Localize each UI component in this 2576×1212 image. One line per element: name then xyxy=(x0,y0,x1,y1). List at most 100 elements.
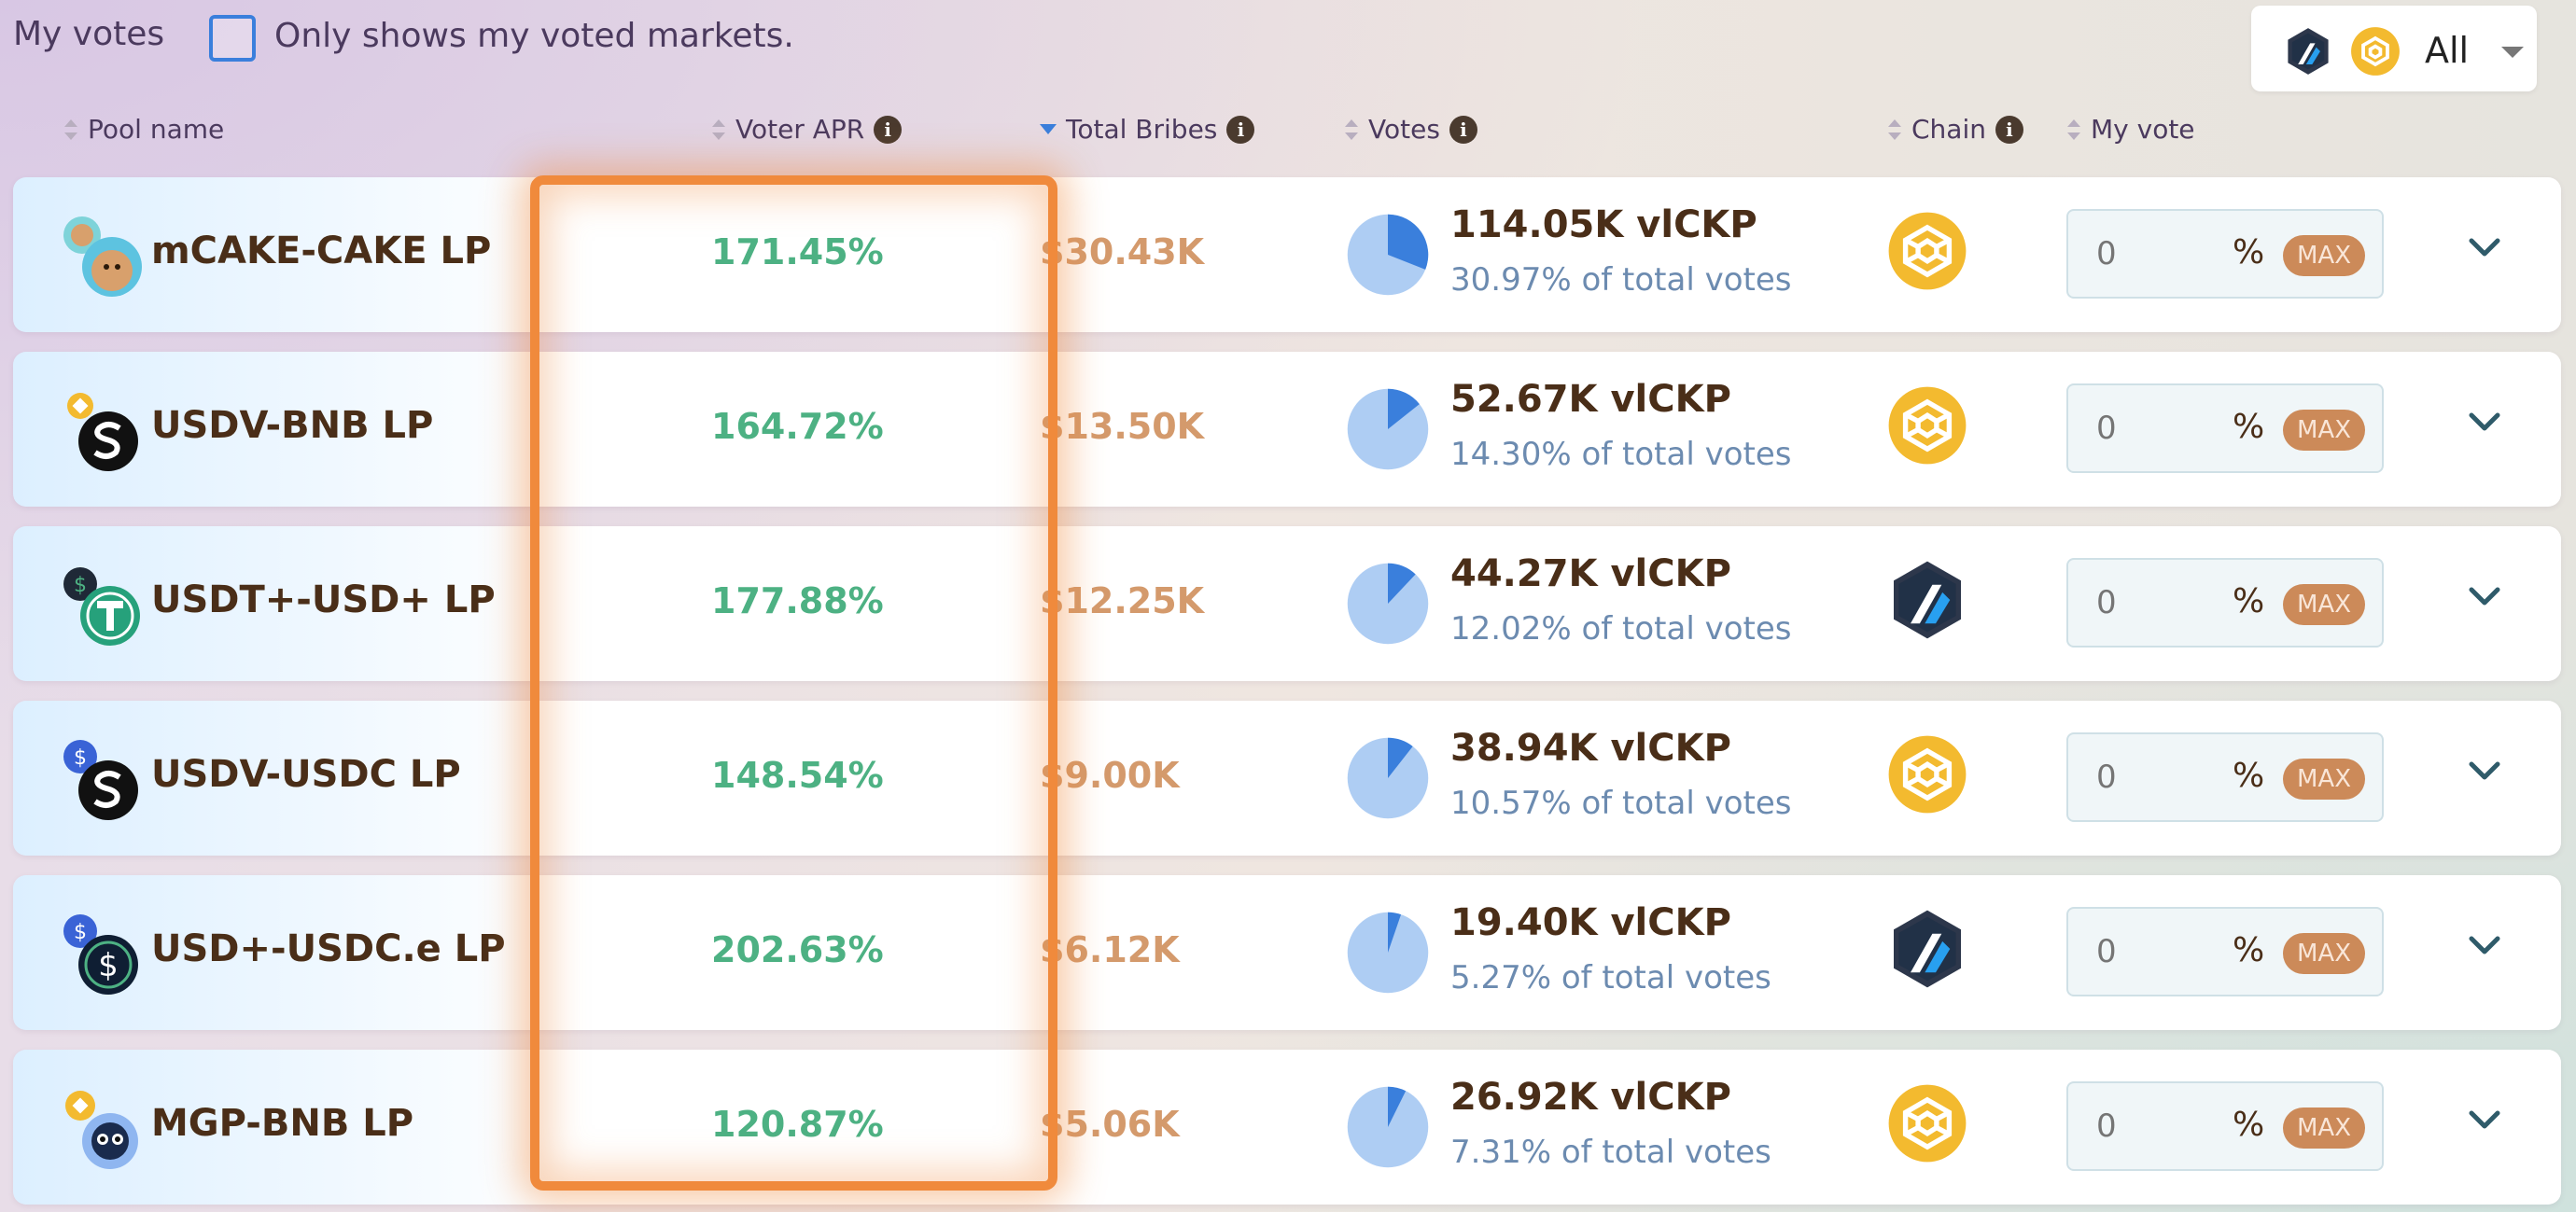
table-row[interactable]: USDV-BNB LP 164.72% $13.50K 52.67K vlCKP… xyxy=(13,352,2561,507)
info-icon[interactable]: i xyxy=(874,115,903,144)
sort-icon xyxy=(711,118,726,142)
pool-token-icon xyxy=(63,216,142,297)
total-bribes-value: $12.25K xyxy=(1040,580,1205,621)
pool-token-icon: $ $ xyxy=(63,914,138,995)
filter-bar: My votes Only shows my voted markets. Al… xyxy=(0,0,2576,103)
votes-share-text: 14.30% of total votes xyxy=(1450,436,1792,473)
table-header: Pool name Voter APR i Total Bribes i Vot… xyxy=(0,110,2576,151)
arbitrum-icon xyxy=(2288,28,2329,75)
svg-text:$: $ xyxy=(74,746,87,770)
column-label: Votes xyxy=(1368,114,1440,145)
column-header-chain[interactable]: Chain i xyxy=(1887,114,2023,145)
column-header-my-vote[interactable]: My vote xyxy=(2066,114,2195,145)
my-vote-input[interactable] xyxy=(2096,584,2190,621)
bnb-icon xyxy=(1888,386,1967,465)
my-vote-field: % MAX xyxy=(2066,907,2384,996)
votes-value: 26.92K vlCKP xyxy=(1450,1076,1731,1119)
votes-value: 114.05K vlCKP xyxy=(1450,203,1757,246)
column-header-total-bribes[interactable]: Total Bribes i xyxy=(1040,114,1255,145)
pool-token-icon: $ xyxy=(63,567,140,646)
info-icon[interactable]: i xyxy=(1226,115,1255,144)
svg-text:$: $ xyxy=(74,574,87,597)
column-label: Total Bribes xyxy=(1066,114,1218,145)
sort-desc-icon xyxy=(1040,124,1057,134)
max-button[interactable]: MAX xyxy=(2283,410,2365,451)
votes-share-text: 12.02% of total votes xyxy=(1450,610,1792,648)
my-vote-input[interactable] xyxy=(2096,1108,2190,1145)
my-vote-field: % MAX xyxy=(2066,383,2384,473)
table-row[interactable]: $ USDT+-USD+ LP 177.88% $12.25K 44.27K v… xyxy=(13,526,2561,681)
column-label: Chain xyxy=(1911,114,1986,145)
chevron-down-icon[interactable] xyxy=(2464,228,2505,269)
sort-icon xyxy=(1887,118,1902,142)
percent-sign: % xyxy=(2233,757,2265,795)
voter-apr-value: 120.87% xyxy=(711,1104,884,1145)
vote-share-pie-icon xyxy=(1347,1086,1429,1168)
voter-apr-value: 148.54% xyxy=(711,755,884,796)
bnb-icon xyxy=(1888,1084,1967,1163)
pool-name: USDV-USDC LP xyxy=(151,753,461,796)
pool-name: USDV-BNB LP xyxy=(151,404,434,447)
votes-share-text: 10.57% of total votes xyxy=(1450,785,1792,822)
info-icon[interactable]: i xyxy=(1449,115,1477,144)
my-vote-field: % MAX xyxy=(2066,558,2384,648)
chevron-down-icon xyxy=(2501,47,2524,58)
voter-apr-value: 164.72% xyxy=(711,406,884,447)
votes-share-text: 5.27% of total votes xyxy=(1450,959,1771,996)
chevron-down-icon[interactable] xyxy=(2464,577,2505,618)
column-header-voter-apr[interactable]: Voter APR i xyxy=(711,114,903,145)
table-row[interactable]: $ USDV-USDC LP 148.54% $9.00K 38.94K vlC… xyxy=(13,701,2561,856)
votes-value: 19.40K vlCKP xyxy=(1450,901,1731,944)
voter-apr-value: 202.63% xyxy=(711,929,884,970)
pool-name: USDT+-USD+ LP xyxy=(151,578,496,621)
column-label: Pool name xyxy=(88,114,225,145)
chevron-down-icon[interactable] xyxy=(2464,402,2505,443)
max-button[interactable]: MAX xyxy=(2283,759,2365,800)
votes-share-text: 7.31% of total votes xyxy=(1450,1134,1771,1171)
table-row[interactable]: $ $ USD+-USDC.e LP 202.63% $6.12K 19.40K… xyxy=(13,875,2561,1030)
my-vote-input[interactable] xyxy=(2096,410,2190,447)
max-button[interactable]: MAX xyxy=(2283,933,2365,974)
table-row[interactable]: MGP-BNB LP 120.87% $5.06K 26.92K vlCKP 7… xyxy=(13,1050,2561,1205)
chain-filter-select[interactable]: All xyxy=(2251,6,2537,91)
max-button[interactable]: MAX xyxy=(2283,584,2365,625)
table-row[interactable]: mCAKE-CAKE LP 171.45% $30.43K 114.05K vl… xyxy=(13,177,2561,332)
vote-share-pie-icon xyxy=(1347,214,1429,296)
my-voted-markets-label[interactable]: Only shows my voted markets. xyxy=(274,17,794,55)
voter-apr-value: 177.88% xyxy=(711,580,884,621)
my-vote-input[interactable] xyxy=(2096,235,2190,272)
bnb-icon xyxy=(2351,27,2400,76)
column-header-pool-name[interactable]: Pool name xyxy=(63,114,224,145)
pool-name: mCAKE-CAKE LP xyxy=(151,230,492,272)
chevron-down-icon[interactable] xyxy=(2464,1100,2505,1141)
percent-sign: % xyxy=(2233,582,2265,620)
percent-sign: % xyxy=(2233,931,2265,969)
sort-icon xyxy=(63,118,78,142)
chevron-down-icon[interactable] xyxy=(2464,926,2505,967)
column-header-votes[interactable]: Votes i xyxy=(1344,114,1477,145)
info-icon[interactable]: i xyxy=(1995,115,2023,144)
votes-value: 44.27K vlCKP xyxy=(1450,552,1731,595)
percent-sign: % xyxy=(2233,233,2265,272)
pool-name: MGP-BNB LP xyxy=(151,1102,414,1145)
pool-name: USD+-USDC.e LP xyxy=(151,927,506,970)
arbitrum-icon xyxy=(1894,561,1961,639)
arbitrum-icon xyxy=(1894,910,1961,988)
max-button[interactable]: MAX xyxy=(2283,1108,2365,1149)
my-voted-markets-checkbox[interactable] xyxy=(209,15,256,62)
total-bribes-value: $13.50K xyxy=(1040,406,1205,447)
svg-text:$: $ xyxy=(74,921,87,944)
my-votes-title: My votes xyxy=(13,15,165,53)
my-vote-input[interactable] xyxy=(2096,933,2190,970)
sort-icon xyxy=(1344,118,1359,142)
vote-share-pie-icon xyxy=(1347,912,1429,994)
chevron-down-icon[interactable] xyxy=(2464,751,2505,792)
vote-share-pie-icon xyxy=(1347,737,1429,819)
vote-share-pie-icon xyxy=(1347,388,1429,470)
column-label: Voter APR xyxy=(735,114,865,145)
my-vote-field: % MAX xyxy=(2066,732,2384,822)
pool-token-icon xyxy=(65,1091,138,1169)
total-bribes-value: $5.06K xyxy=(1040,1104,1180,1145)
max-button[interactable]: MAX xyxy=(2283,235,2365,276)
my-vote-input[interactable] xyxy=(2096,759,2190,796)
